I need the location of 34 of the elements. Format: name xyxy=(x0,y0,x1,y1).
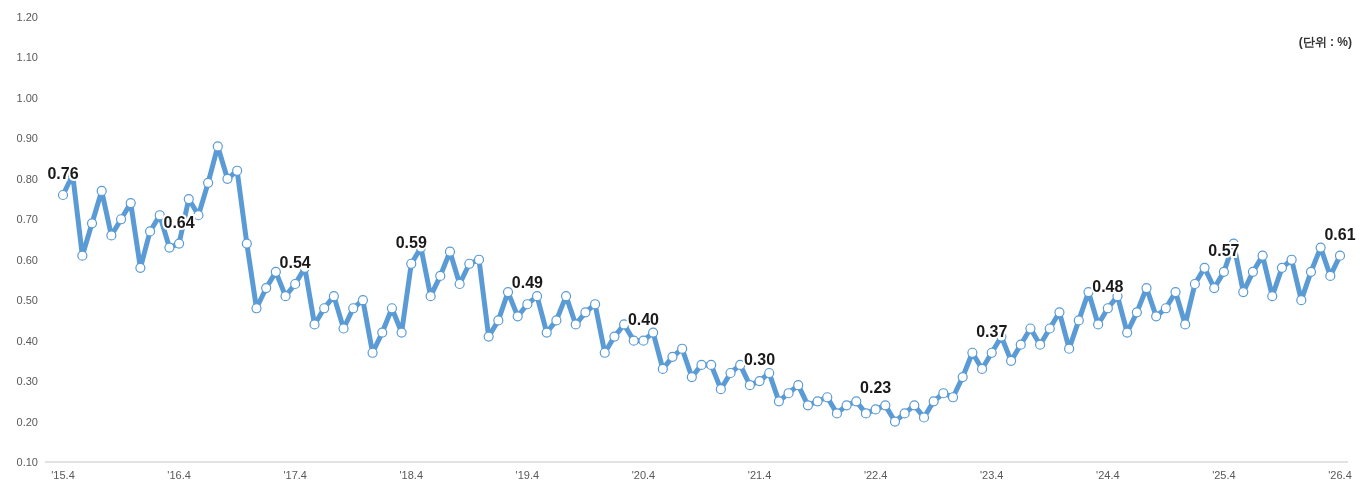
y-tick-label: 0.70 xyxy=(16,213,38,226)
x-tick-label: '17.4 xyxy=(283,469,307,481)
y-tick-label: 1.10 xyxy=(16,51,38,64)
x-tick-label: '21.4 xyxy=(747,469,772,481)
data-label: 0.49 xyxy=(511,274,544,292)
y-tick-label: 1.00 xyxy=(16,91,38,104)
y-tick-label: 0.20 xyxy=(16,415,38,428)
data-label: 0.40 xyxy=(627,310,660,328)
y-tick-label: 0.80 xyxy=(16,172,38,185)
x-tick-label: '25.4 xyxy=(1212,469,1236,481)
x-tick-label: '20.4 xyxy=(631,469,656,481)
y-tick-label: 0.10 xyxy=(16,456,38,468)
x-tick-label: '19.4 xyxy=(515,469,540,481)
x-tick-label: '24.4 xyxy=(1096,469,1120,481)
data-label: 0.59 xyxy=(395,233,427,251)
data-label: 0.37 xyxy=(976,322,1008,340)
x-tick-label: '18.4 xyxy=(399,469,424,481)
data-label: 0.23 xyxy=(860,379,892,397)
x-tick-label: '26.4 xyxy=(1328,469,1352,481)
x-tick-label: '16.4 xyxy=(167,469,191,481)
x-tick-label: '22.4 xyxy=(863,469,888,481)
y-tick-label: 1.20 xyxy=(16,11,38,23)
y-tick-label: 0.90 xyxy=(16,132,38,145)
x-tick-label: '23.4 xyxy=(979,469,1004,481)
y-tick-label: 0.40 xyxy=(16,334,38,347)
y-tick-label: 0.50 xyxy=(16,294,38,307)
x-tick-label: '15.4 xyxy=(51,469,75,481)
data-label: 0.48 xyxy=(1092,278,1124,296)
data-label: 0.54 xyxy=(279,254,311,271)
data-label: 0.61 xyxy=(1324,225,1356,243)
y-tick-label: 0.30 xyxy=(16,375,38,388)
annotation: (단위 : %) xyxy=(1298,35,1352,49)
data-label: 0.30 xyxy=(743,351,776,369)
y-tick-label: 0.60 xyxy=(16,253,38,266)
